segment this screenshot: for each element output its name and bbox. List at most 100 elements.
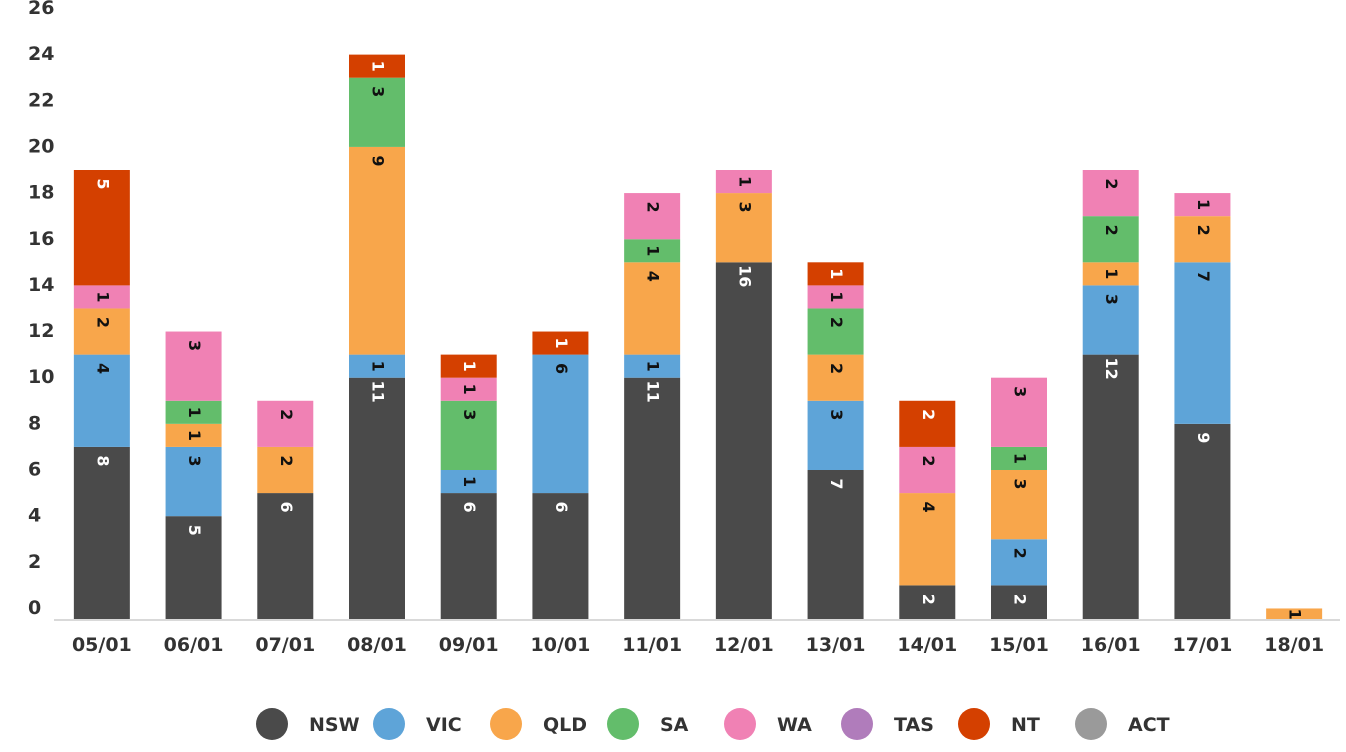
bar-segment-nt (807, 262, 864, 286)
data-label: 16 (735, 265, 754, 287)
data-label: 8 (93, 455, 112, 466)
bar-segment-vic (807, 400, 864, 470)
data-label: 1 (1194, 199, 1213, 210)
data-label: 3 (185, 455, 204, 466)
data-label: 2 (827, 317, 846, 328)
data-label: 1 (460, 384, 479, 395)
bar-segment-nsw (349, 377, 405, 620)
legend-label-tas: TAS (894, 714, 934, 736)
x-tick-label: 14/01 (897, 634, 957, 656)
data-label: 2 (919, 455, 938, 466)
data-label: 1 (369, 361, 388, 372)
data-label: 3 (735, 202, 754, 213)
data-label: 6 (552, 363, 571, 374)
bar-segment-qld (807, 354, 864, 401)
bar-segment-nt (532, 331, 589, 355)
data-label: 11 (644, 381, 663, 403)
x-tick-label: 12/01 (714, 634, 774, 656)
data-label: 2 (1011, 594, 1030, 605)
data-label: 11 (369, 381, 388, 403)
data-label: 7 (827, 478, 846, 489)
y-tick-label: 2 (28, 551, 41, 573)
y-tick-label: 0 (28, 597, 41, 619)
data-label: 12 (1102, 357, 1121, 379)
data-label: 1 (552, 338, 571, 349)
bar-segment-sa (807, 308, 864, 355)
bar-segment-nsw (73, 446, 130, 620)
y-tick-label: 26 (28, 0, 54, 19)
bar-segment-sa (624, 239, 681, 263)
y-tick-label: 4 (28, 505, 41, 527)
x-tick-label: 13/01 (806, 634, 866, 656)
legend-label-vic: VIC (426, 714, 462, 736)
x-tick-label: 06/01 (164, 634, 224, 656)
data-label: 5 (93, 178, 112, 189)
plot-area: 8421553113622111931613116611114121631732… (73, 54, 1323, 620)
legend-marker-tas (841, 708, 873, 740)
data-label: 6 (277, 502, 296, 513)
y-tick-label: 14 (28, 274, 54, 296)
data-label: 2 (1102, 178, 1121, 189)
bar-segment-wa (257, 400, 314, 447)
bar-segment-sa (165, 400, 222, 424)
bar-segment-nsw (715, 262, 772, 620)
bar-segment-vic (165, 446, 222, 517)
bar-segment-qld (349, 146, 405, 355)
data-label: 1 (460, 361, 479, 372)
bar-segment-nsw (624, 377, 681, 620)
data-label: 3 (1102, 294, 1121, 305)
data-label: 1 (1102, 268, 1121, 279)
bar-segment-wa (1174, 193, 1231, 217)
bar-segment-sa (349, 77, 405, 147)
data-label: 9 (1194, 432, 1213, 443)
bar-segment-wa (165, 331, 222, 401)
bar-segment-qld (1082, 262, 1139, 286)
data-label: 6 (552, 502, 571, 513)
data-label: 3 (460, 409, 479, 420)
data-label: 1 (1011, 453, 1030, 464)
data-label: 3 (185, 340, 204, 351)
bar-segment-qld (624, 262, 681, 355)
bar-segment-qld (715, 193, 772, 263)
bar-segment-vic (73, 354, 130, 447)
legend-marker-sa (607, 708, 639, 740)
bar-segment-wa (715, 170, 772, 194)
bar-segment-nsw (165, 516, 222, 620)
data-label: 2 (919, 594, 938, 605)
y-tick-label: 24 (28, 43, 54, 65)
y-tick-label: 6 (28, 459, 41, 481)
bar-segment-nsw (807, 470, 864, 620)
data-label: 4 (93, 363, 112, 374)
bar-segment-vic (349, 354, 405, 378)
legend-marker-act (1075, 708, 1107, 740)
data-label: 9 (369, 155, 388, 166)
bar-segment-qld (165, 423, 222, 447)
legend-marker-nt (958, 708, 990, 740)
legend-marker-vic (373, 708, 405, 740)
bar-segment-nsw (1174, 423, 1231, 620)
data-label: 3 (369, 86, 388, 97)
bar-segment-sa (440, 400, 497, 470)
legend-label-nsw: NSW (309, 714, 360, 736)
legend-marker-wa (724, 708, 756, 740)
data-label: 1 (644, 245, 663, 256)
bar-segment-nsw (1082, 354, 1139, 620)
data-label: 7 (1194, 271, 1213, 282)
bar-segment-wa (807, 285, 864, 309)
data-label: 4 (919, 502, 938, 513)
bar-segment-wa (440, 377, 497, 401)
bar-segment-nsw (440, 493, 497, 620)
data-label: 1 (644, 361, 663, 372)
data-label: 6 (460, 502, 479, 513)
data-label: 1 (93, 291, 112, 302)
data-label: 3 (1011, 386, 1030, 397)
data-label: 2 (93, 317, 112, 328)
bar-segment-qld (899, 493, 956, 586)
data-label: 1 (460, 476, 479, 487)
data-label: 4 (644, 271, 663, 282)
data-label: 1 (185, 407, 204, 418)
legend: NSW VIC QLD SA WA TAS NT ACT (256, 708, 1170, 740)
legend-label-qld: QLD (543, 714, 587, 736)
y-tick-label: 10 (28, 366, 54, 388)
